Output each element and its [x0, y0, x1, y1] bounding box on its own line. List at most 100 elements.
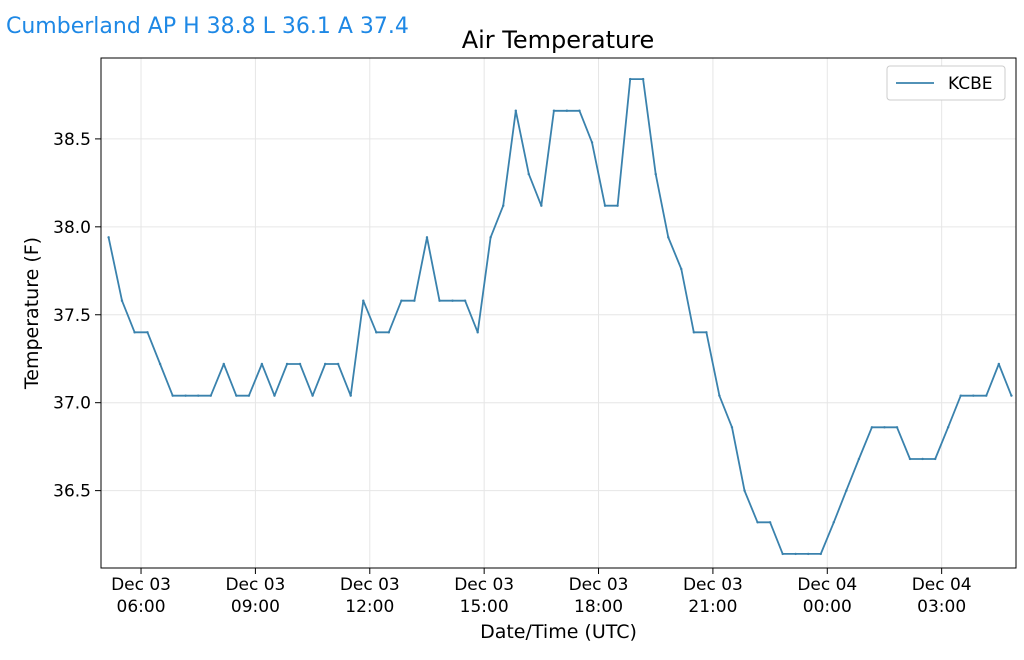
- x-tick-label-date: Dec 03: [454, 575, 514, 595]
- data-point: [985, 394, 988, 397]
- y-tick-label: 36.5: [53, 482, 91, 502]
- data-point: [285, 362, 289, 366]
- data-point: [794, 552, 797, 556]
- x-tick-label-time: 06:00: [117, 597, 166, 617]
- plot-area-frame: [100, 57, 1017, 569]
- data-point: [1010, 394, 1013, 397]
- data-point: [680, 267, 683, 271]
- x-axis-label: Date/Time (UTC): [480, 621, 637, 643]
- data-point: [527, 172, 530, 176]
- y-tick-label: 38.5: [53, 130, 91, 150]
- data-point: [413, 299, 416, 302]
- x-tick-label-date: Dec 03: [225, 575, 285, 595]
- data-point: [641, 77, 645, 81]
- data-point: [578, 109, 581, 112]
- data-point: [349, 394, 352, 397]
- data-point: [222, 362, 225, 366]
- data-point: [692, 331, 696, 334]
- data-point: [362, 299, 365, 302]
- data-point: [959, 394, 962, 397]
- data-point: [883, 426, 886, 429]
- y-axis-label: Temperature (F): [21, 237, 43, 390]
- legend: KCBE: [886, 65, 1006, 101]
- data-point: [107, 236, 110, 239]
- series-line-kcbe: [107, 78, 1013, 555]
- x-tick-label-time: 15:00: [460, 597, 509, 617]
- data-point: [120, 299, 124, 302]
- data-point: [705, 331, 708, 334]
- data-point: [870, 426, 874, 429]
- data-point: [184, 394, 187, 397]
- data-point: [743, 489, 746, 492]
- data-point: [997, 362, 1001, 366]
- data-point: [158, 362, 162, 366]
- data-point: [171, 394, 174, 397]
- data-point: [616, 204, 619, 207]
- data-point: [273, 394, 276, 397]
- data-point: [895, 426, 899, 429]
- data-point: [857, 457, 861, 461]
- y-tick-label: 38.0: [53, 218, 91, 238]
- data-point: [400, 299, 403, 302]
- data-point: [502, 204, 505, 207]
- data-point: [514, 109, 517, 112]
- data-point: [298, 362, 302, 366]
- data-point: [946, 426, 950, 429]
- y-tick-label: 37.0: [53, 394, 91, 414]
- data-point: [336, 362, 340, 366]
- data-point: [807, 552, 810, 556]
- data-point: [540, 204, 543, 207]
- data-point: [628, 77, 632, 81]
- data-point: [425, 236, 429, 239]
- data-point: [463, 299, 467, 302]
- data-point: [654, 172, 657, 176]
- data-point: [311, 394, 314, 397]
- data-point: [133, 331, 136, 334]
- data-point: [972, 394, 975, 397]
- x-tick-label-date: Dec 04: [912, 575, 972, 595]
- data-point: [565, 109, 569, 112]
- data-point: [438, 299, 441, 302]
- chart-title: Air Temperature: [462, 26, 655, 54]
- data-point: [768, 521, 772, 524]
- data-point: [908, 457, 912, 461]
- grid: [101, 58, 1016, 568]
- data-point: [260, 362, 264, 366]
- legend-label-kcbe: KCBE: [948, 74, 993, 94]
- data-point: [323, 362, 327, 366]
- data-point: [756, 521, 759, 524]
- x-tick-label-date: Dec 04: [797, 575, 857, 595]
- data-point: [247, 394, 251, 397]
- legend-box: [886, 65, 1006, 101]
- data-point: [845, 489, 848, 492]
- data-point: [146, 331, 149, 334]
- data-point: [209, 394, 212, 397]
- data-point: [730, 426, 734, 429]
- x-tick-label-time: 09:00: [231, 597, 280, 617]
- data-point: [933, 457, 937, 461]
- data-point: [781, 552, 784, 556]
- x-tick-label-time: 12:00: [345, 597, 394, 617]
- data-point: [375, 331, 378, 334]
- data-point: [235, 394, 238, 397]
- x-tick-label-date: Dec 03: [569, 575, 629, 595]
- data-point: [921, 457, 924, 461]
- data-point: [552, 109, 556, 112]
- data-point: [819, 552, 822, 556]
- data-point: [197, 394, 200, 397]
- data-point: [476, 331, 479, 334]
- data-point: [718, 394, 721, 397]
- data-point: [603, 204, 607, 207]
- x-tick-label-time: 21:00: [688, 597, 737, 617]
- x-tick-label-time: 03:00: [917, 597, 966, 617]
- data-point: [832, 521, 835, 524]
- x-tick-label-time: 18:00: [574, 597, 623, 617]
- series-points-kcbe: [107, 77, 1013, 556]
- x-tick-label-time: 00:00: [803, 597, 852, 617]
- data-point: [489, 236, 492, 239]
- y-tick-label: 37.5: [53, 306, 91, 326]
- data-point: [451, 299, 454, 302]
- data-point: [387, 331, 391, 334]
